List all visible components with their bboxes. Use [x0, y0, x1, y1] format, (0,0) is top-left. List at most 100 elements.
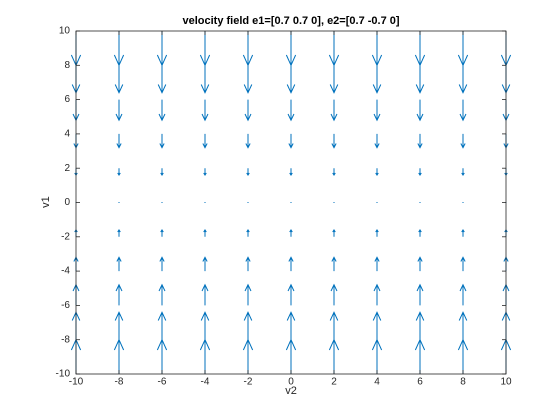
- arrow: [160, 229, 164, 237]
- arrow: [460, 256, 466, 272]
- y-tick-label: -4: [61, 266, 70, 277]
- arrow-part: [117, 229, 121, 233]
- arrow-part: [113, 54, 125, 67]
- arrow-part: [202, 143, 208, 149]
- y-tick-label: -8: [61, 334, 70, 345]
- arrow: [246, 168, 250, 176]
- arrow: [202, 256, 208, 272]
- arrow: [461, 229, 465, 237]
- arrow: [285, 31, 297, 67]
- arrow-part: [242, 54, 254, 67]
- arrow: [244, 99, 252, 122]
- arrow-part: [417, 256, 423, 262]
- arrow: [116, 256, 122, 272]
- arrow: [330, 99, 338, 122]
- arrow: [244, 283, 252, 306]
- arrow-part: [243, 84, 253, 94]
- arrow: [158, 99, 166, 122]
- arrow-part: [330, 283, 338, 292]
- arrow: [458, 65, 468, 94]
- arrow-part: [201, 283, 209, 292]
- arrow: [117, 229, 121, 237]
- arrow: [158, 283, 166, 306]
- arrow-part: [415, 311, 425, 321]
- arrow: [116, 133, 122, 149]
- arrow-part: [245, 143, 251, 149]
- arrow: [328, 31, 340, 67]
- arrow: [114, 65, 124, 94]
- chart-title: velocity field e1=[0.7 0.7 0], e2=[0.7 -…: [182, 15, 399, 27]
- arrow: [415, 311, 425, 340]
- arrow: [286, 65, 296, 94]
- arrow-part: [246, 172, 250, 176]
- arrow-part: [373, 283, 381, 292]
- arrow-part: [203, 229, 207, 233]
- arrow-part: [159, 256, 165, 262]
- arrow-part: [288, 256, 294, 262]
- arrow-part: [286, 311, 296, 321]
- arrow: [416, 99, 424, 122]
- arrow-part: [199, 54, 211, 67]
- arrow: [159, 256, 165, 272]
- arrow-part: [415, 84, 425, 94]
- arrow-part: [374, 256, 380, 262]
- arrow: [287, 99, 295, 122]
- arrow-part: [116, 143, 122, 149]
- arrow-part: [418, 172, 422, 176]
- x-tick-label: -2: [244, 377, 253, 388]
- x-tick-label: 8: [460, 377, 466, 388]
- arrow-part: [115, 113, 123, 122]
- arrow: [373, 99, 381, 122]
- y-tick-label: 6: [64, 94, 70, 105]
- arrow: [242, 31, 254, 67]
- arrow: [243, 65, 253, 94]
- arrow: [157, 311, 167, 340]
- arrow-part: [414, 54, 426, 67]
- y-tick-label: 2: [64, 163, 70, 174]
- arrow-part: [373, 113, 381, 122]
- arrow-part: [460, 256, 466, 262]
- arrow-part: [417, 143, 423, 149]
- arrow: [371, 31, 383, 67]
- arrow: [199, 31, 211, 67]
- arrow: [374, 133, 380, 149]
- arrow: [115, 283, 123, 306]
- arrow: [460, 133, 466, 149]
- arrow-part: [459, 113, 467, 122]
- arrow-part: [330, 113, 338, 122]
- arrow: [457, 31, 469, 67]
- arrow-part: [289, 172, 293, 176]
- arrow: [374, 256, 380, 272]
- arrow: [117, 168, 121, 176]
- arrow-part: [329, 311, 339, 321]
- arrow-part: [203, 172, 207, 176]
- arrow-part: [461, 172, 465, 176]
- arrow-part: [157, 311, 167, 321]
- arrow: [375, 168, 379, 176]
- arrow-part: [244, 113, 252, 122]
- arrow-part: [156, 54, 168, 67]
- arrow: [372, 311, 382, 340]
- arrow: [332, 229, 336, 237]
- arrow-part: [159, 143, 165, 149]
- arrow: [329, 311, 339, 340]
- arrow-part: [418, 229, 422, 233]
- arrow-part: [459, 283, 467, 292]
- arrow-part: [244, 283, 252, 292]
- arrow: [330, 283, 338, 306]
- arrow: [288, 256, 294, 272]
- arrow: [245, 133, 251, 149]
- arrow: [372, 65, 382, 94]
- arrow: [415, 65, 425, 94]
- arrow-part: [289, 229, 293, 233]
- arrow: [373, 283, 381, 306]
- arrow: [203, 168, 207, 176]
- arrow-part: [285, 54, 297, 67]
- arrow-part: [158, 283, 166, 292]
- arrow: [417, 133, 423, 149]
- arrow-part: [372, 84, 382, 94]
- arrow-part: [331, 143, 337, 149]
- arrow: [416, 283, 424, 306]
- y-tick-label: 8: [64, 60, 70, 71]
- arrow: [458, 311, 468, 340]
